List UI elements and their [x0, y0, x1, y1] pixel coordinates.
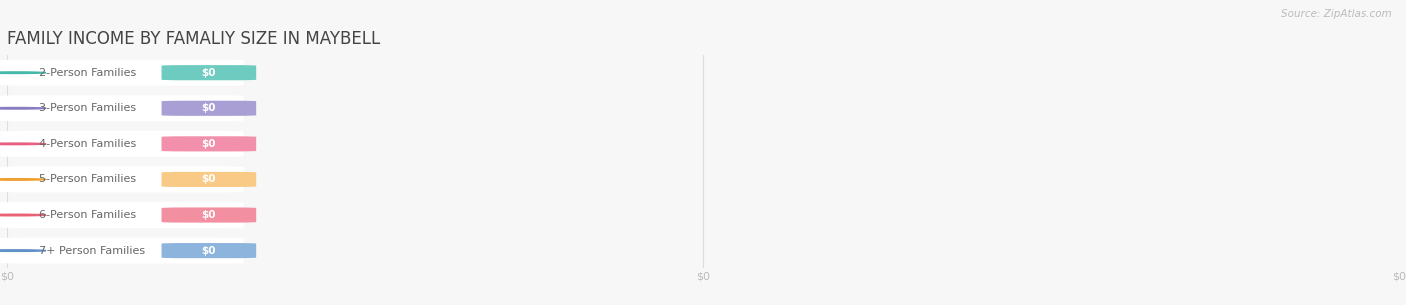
FancyBboxPatch shape	[162, 65, 256, 80]
FancyBboxPatch shape	[0, 238, 243, 264]
FancyBboxPatch shape	[0, 167, 243, 192]
FancyBboxPatch shape	[0, 95, 243, 121]
Text: $0: $0	[201, 68, 217, 78]
FancyBboxPatch shape	[162, 136, 256, 151]
Circle shape	[0, 107, 46, 109]
Text: $0: $0	[201, 174, 217, 185]
FancyBboxPatch shape	[162, 172, 256, 187]
FancyBboxPatch shape	[162, 101, 256, 116]
Text: 3-Person Families: 3-Person Families	[39, 103, 136, 113]
FancyBboxPatch shape	[162, 207, 256, 223]
Circle shape	[0, 214, 46, 216]
Text: 4-Person Families: 4-Person Families	[39, 139, 136, 149]
Circle shape	[0, 250, 46, 251]
Text: $0: $0	[201, 210, 217, 220]
FancyBboxPatch shape	[162, 243, 256, 258]
Text: 6-Person Families: 6-Person Families	[39, 210, 136, 220]
FancyBboxPatch shape	[0, 60, 243, 86]
Text: 7+ Person Families: 7+ Person Families	[39, 246, 145, 256]
Circle shape	[0, 72, 46, 74]
Text: $0: $0	[201, 246, 217, 256]
Text: Source: ZipAtlas.com: Source: ZipAtlas.com	[1281, 9, 1392, 19]
Circle shape	[0, 179, 46, 180]
Text: 5-Person Families: 5-Person Families	[39, 174, 136, 185]
Text: $0: $0	[201, 139, 217, 149]
FancyBboxPatch shape	[0, 202, 243, 228]
FancyBboxPatch shape	[0, 131, 243, 157]
Circle shape	[0, 143, 46, 145]
Text: $0: $0	[201, 103, 217, 113]
Text: 2-Person Families: 2-Person Families	[39, 68, 136, 78]
Text: FAMILY INCOME BY FAMALIY SIZE IN MAYBELL: FAMILY INCOME BY FAMALIY SIZE IN MAYBELL	[7, 30, 380, 48]
